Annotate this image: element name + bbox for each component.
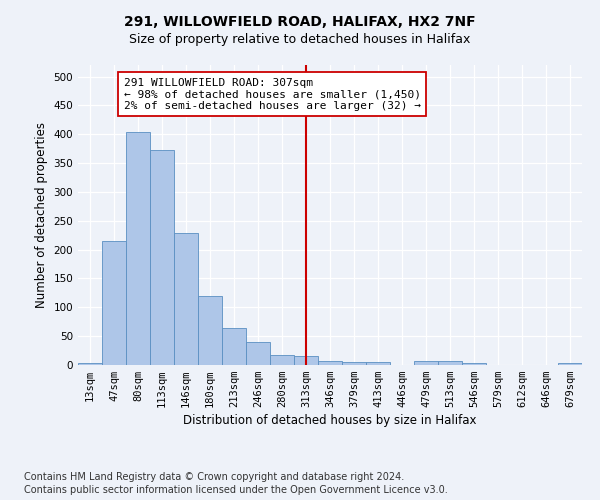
Text: Contains public sector information licensed under the Open Government Licence v3: Contains public sector information licen… <box>24 485 448 495</box>
Bar <box>270 354 294 365</box>
Bar <box>198 296 222 365</box>
Bar <box>318 361 342 365</box>
Bar <box>558 364 582 365</box>
Y-axis label: Number of detached properties: Number of detached properties <box>35 122 48 308</box>
X-axis label: Distribution of detached houses by size in Halifax: Distribution of detached houses by size … <box>183 414 477 428</box>
Bar <box>78 362 102 365</box>
Bar <box>294 356 318 365</box>
Bar <box>366 362 390 365</box>
Bar <box>126 132 150 365</box>
Text: Contains HM Land Registry data © Crown copyright and database right 2024.: Contains HM Land Registry data © Crown c… <box>24 472 404 482</box>
Bar <box>438 361 462 365</box>
Bar <box>462 364 486 365</box>
Bar <box>174 234 198 365</box>
Text: 291 WILLOWFIELD ROAD: 307sqm
← 98% of detached houses are smaller (1,450)
2% of : 291 WILLOWFIELD ROAD: 307sqm ← 98% of de… <box>124 78 421 111</box>
Text: 291, WILLOWFIELD ROAD, HALIFAX, HX2 7NF: 291, WILLOWFIELD ROAD, HALIFAX, HX2 7NF <box>124 15 476 29</box>
Bar <box>102 241 126 365</box>
Bar <box>222 328 246 365</box>
Bar <box>150 150 174 365</box>
Bar <box>342 362 366 365</box>
Bar <box>414 361 438 365</box>
Text: Size of property relative to detached houses in Halifax: Size of property relative to detached ho… <box>130 32 470 46</box>
Bar <box>246 342 270 365</box>
